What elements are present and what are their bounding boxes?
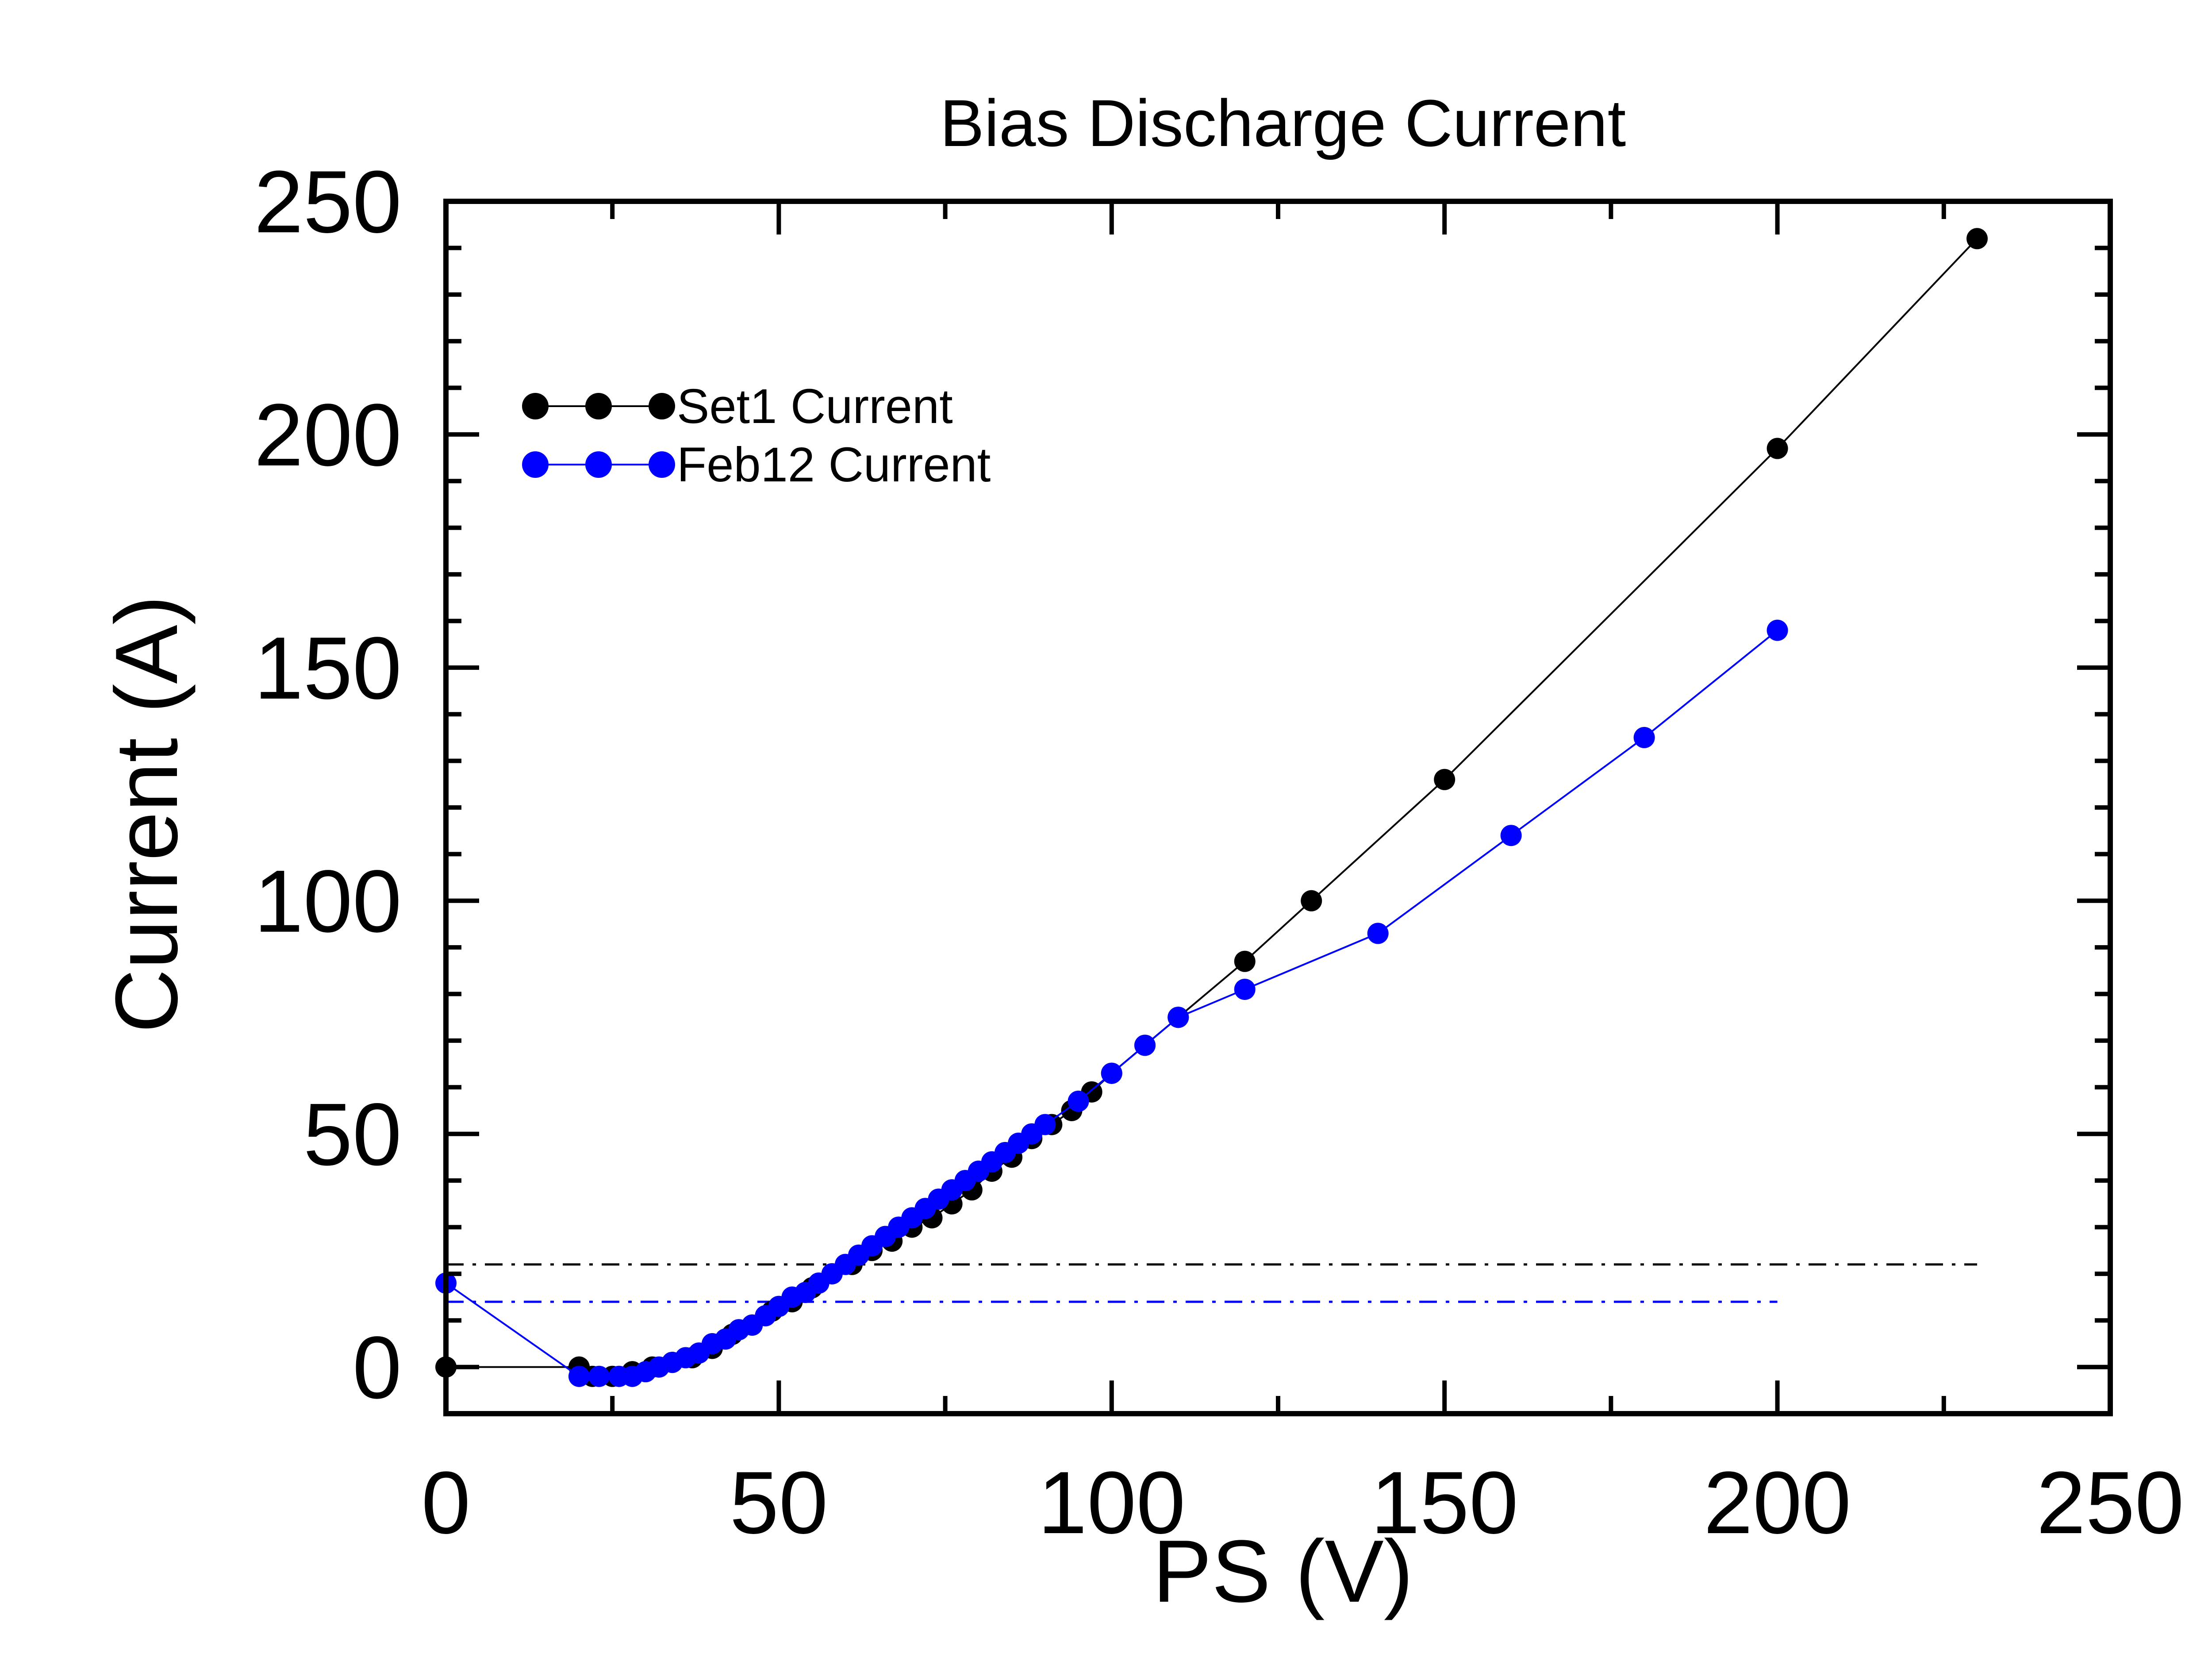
ticks: 0 50 100 150 200 250 0 50 100 150 200 250 [254, 153, 2184, 1552]
y-tick-label: 200 [254, 386, 402, 484]
y-tick-label: 100 [254, 852, 402, 951]
data-point [1633, 727, 1655, 748]
legend-marker [522, 393, 549, 419]
legend-marker [649, 393, 675, 419]
y-tick-label: 250 [254, 153, 402, 251]
x-tick-label: 100 [1038, 1453, 1186, 1552]
legend-marker [649, 451, 675, 478]
data-point [1234, 979, 1256, 1000]
data-point [1301, 890, 1322, 911]
x-tick-label: 150 [1371, 1453, 1518, 1552]
series-2 [435, 619, 1788, 1387]
data-point [1767, 438, 1788, 459]
data-point [568, 1365, 590, 1387]
data-point [1167, 1007, 1189, 1028]
x-axis-label: PS (V) [1153, 1522, 1413, 1621]
data-point [1500, 825, 1522, 846]
legend-marker [585, 393, 612, 419]
data-point [1068, 1090, 1089, 1112]
legend-marker [522, 451, 549, 478]
y-axis-label: Current (A) [97, 595, 196, 1033]
x-tick-label: 50 [730, 1453, 828, 1552]
data-point [588, 1365, 610, 1387]
x-tick-label: 250 [2036, 1453, 2184, 1552]
data-point [1434, 769, 1455, 790]
data-point [1966, 228, 1988, 250]
data-point [1367, 923, 1389, 944]
legend-label: Feb12 Current [677, 438, 991, 492]
series-layer [435, 228, 1988, 1387]
chart-title: Bias Discharge Current [940, 86, 1626, 160]
x-tick-label: 0 [421, 1453, 470, 1552]
y-tick-label: 150 [254, 619, 402, 718]
data-point [1767, 619, 1788, 641]
legend-marker [585, 451, 612, 478]
legend-entry: Set1 Current [522, 379, 953, 434]
x-tick-label: 200 [1704, 1453, 1851, 1552]
reference-lines [446, 1263, 1978, 1303]
data-point [1101, 1062, 1122, 1084]
data-point [1134, 1034, 1156, 1056]
legend-label: Set1 Current [677, 379, 953, 434]
y-tick-label: 50 [303, 1085, 402, 1184]
data-point [1034, 1114, 1056, 1135]
y-tick-label: 0 [353, 1319, 402, 1417]
legend-entry: Feb12 Current [522, 438, 991, 492]
series-line [446, 238, 1978, 1377]
data-point [1234, 950, 1256, 972]
